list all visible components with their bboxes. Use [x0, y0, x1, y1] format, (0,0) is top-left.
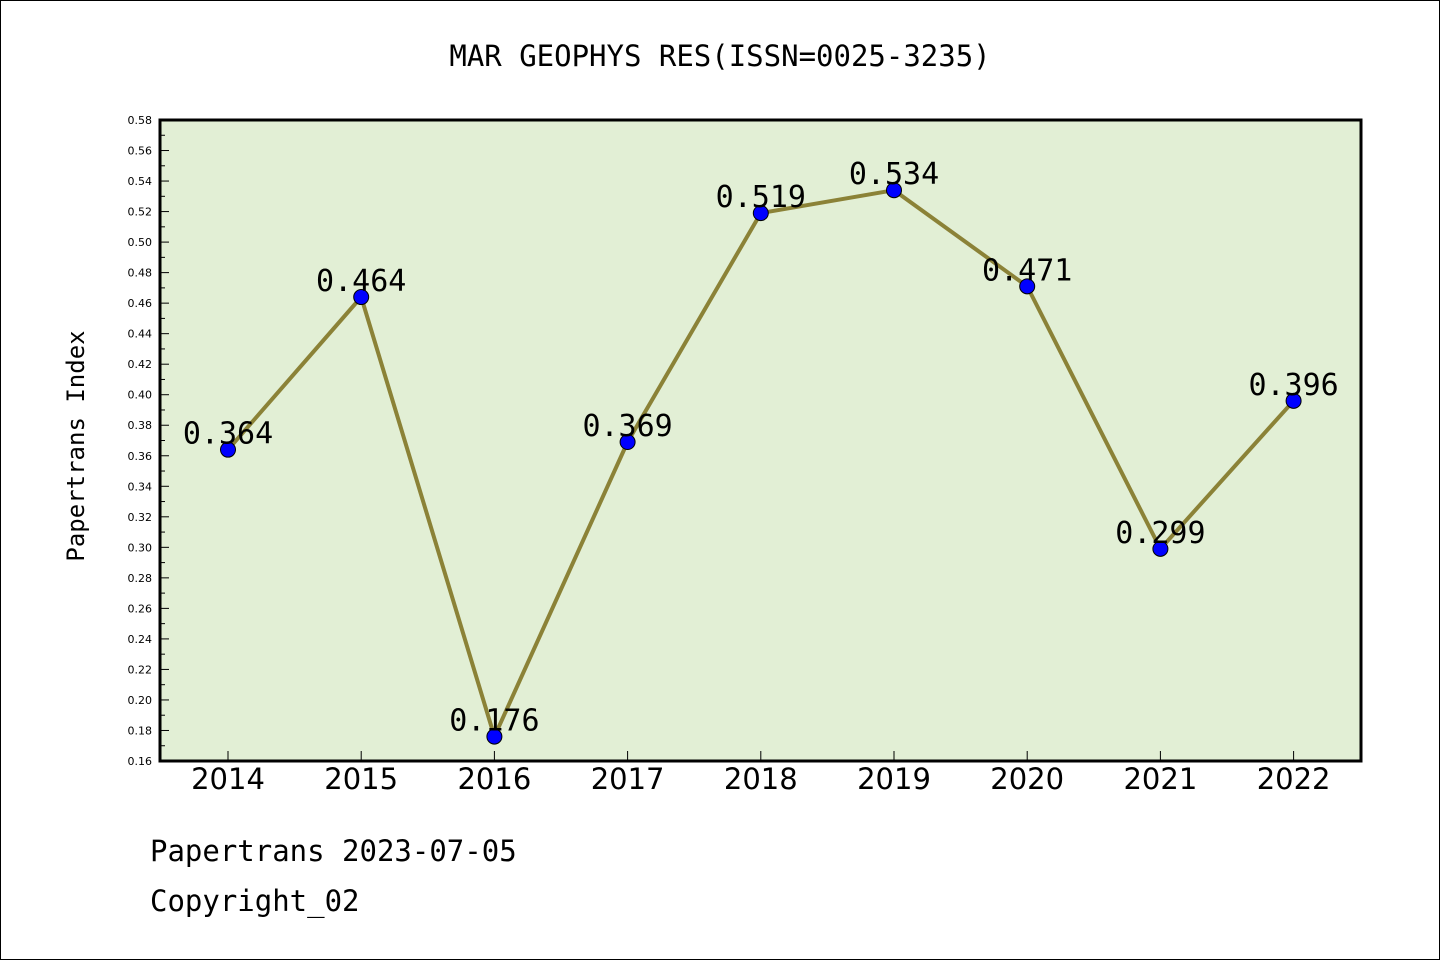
data-label: 0.534	[849, 157, 939, 192]
x-tick-label: 2016	[457, 762, 531, 796]
data-point	[353, 289, 370, 306]
y-tick-label: 0.16	[128, 755, 153, 768]
x-tick-label: 2020	[990, 762, 1064, 796]
y-tick-label: 0.38	[128, 419, 153, 432]
y-tick-label: 0.24	[128, 633, 153, 646]
y-tick-label: 0.56	[128, 145, 153, 158]
y-tick-label: 0.48	[128, 267, 153, 280]
data-label: 0.369	[582, 409, 672, 444]
data-label: 0.519	[716, 180, 806, 215]
data-point	[220, 441, 236, 458]
y-tick-label: 0.58	[128, 114, 153, 127]
data-point	[886, 182, 902, 199]
y-tick-label: 0.40	[128, 389, 153, 402]
data-label: 0.464	[316, 264, 406, 299]
y-tick-label: 0.50	[128, 236, 153, 249]
y-tick-label: 0.28	[128, 572, 153, 585]
data-point	[1019, 278, 1036, 295]
y-tick-label: 0.32	[128, 511, 153, 524]
y-tick-label: 0.36	[128, 450, 153, 463]
x-tick-label: 2014	[191, 762, 265, 796]
y-tick-label: 0.42	[128, 358, 153, 371]
data-point	[486, 728, 503, 745]
y-tick-label: 0.34	[128, 480, 153, 493]
data-label: 0.471	[982, 253, 1072, 288]
data-label: 0.299	[1115, 516, 1205, 551]
data-point	[1285, 392, 1302, 409]
data-label: 0.176	[449, 704, 539, 739]
x-tick-label: 2015	[324, 762, 398, 796]
y-tick-label: 0.54	[128, 175, 153, 188]
y-tick-label: 0.44	[128, 328, 153, 341]
data-point	[1152, 540, 1169, 557]
data-label: 0.396	[1248, 368, 1338, 403]
x-tick-label: 2018	[724, 762, 798, 796]
y-tick-label: 0.46	[128, 297, 153, 310]
y-tick-label: 0.22	[128, 663, 153, 676]
x-tick-label: 2019	[857, 762, 931, 796]
x-axis: 2014 2015 2016 2017 2018 2019 2020 2021 2022	[191, 751, 1331, 796]
data-point	[619, 434, 636, 451]
y-axis-label: Papertrans Index	[62, 330, 90, 561]
y-tick-label: 0.30	[128, 541, 153, 554]
x-tick-label: 2021	[1123, 762, 1197, 796]
y-tick-label: 0.52	[128, 206, 153, 219]
x-tick-label: 2022	[1257, 762, 1331, 796]
data-point	[752, 205, 769, 222]
footer-copyright: Copyright_02	[150, 884, 360, 918]
y-tick-label: 0.26	[128, 602, 153, 615]
y-axis: 0.16 0.18 0.20 0.22 0.24 0.26 0.28 0.30 0.32 0.34…	[128, 114, 169, 768]
chart-title: MAR GEOPHYS RES(ISSN=0025-3235)	[449, 39, 990, 73]
footer-date: Papertrans 2023-07-05	[150, 834, 517, 868]
y-tick-label: 0.18	[128, 724, 153, 737]
x-tick-label: 2017	[591, 762, 665, 796]
data-labels: 0.364 0.464 0.176 0.369 0.519 0.534 0.471 0.299…	[183, 157, 1339, 738]
series-markers	[220, 182, 1302, 745]
plot-area	[158, 118, 1363, 763]
y-tick-label: 0.20	[128, 694, 153, 707]
data-label: 0.364	[183, 417, 273, 452]
